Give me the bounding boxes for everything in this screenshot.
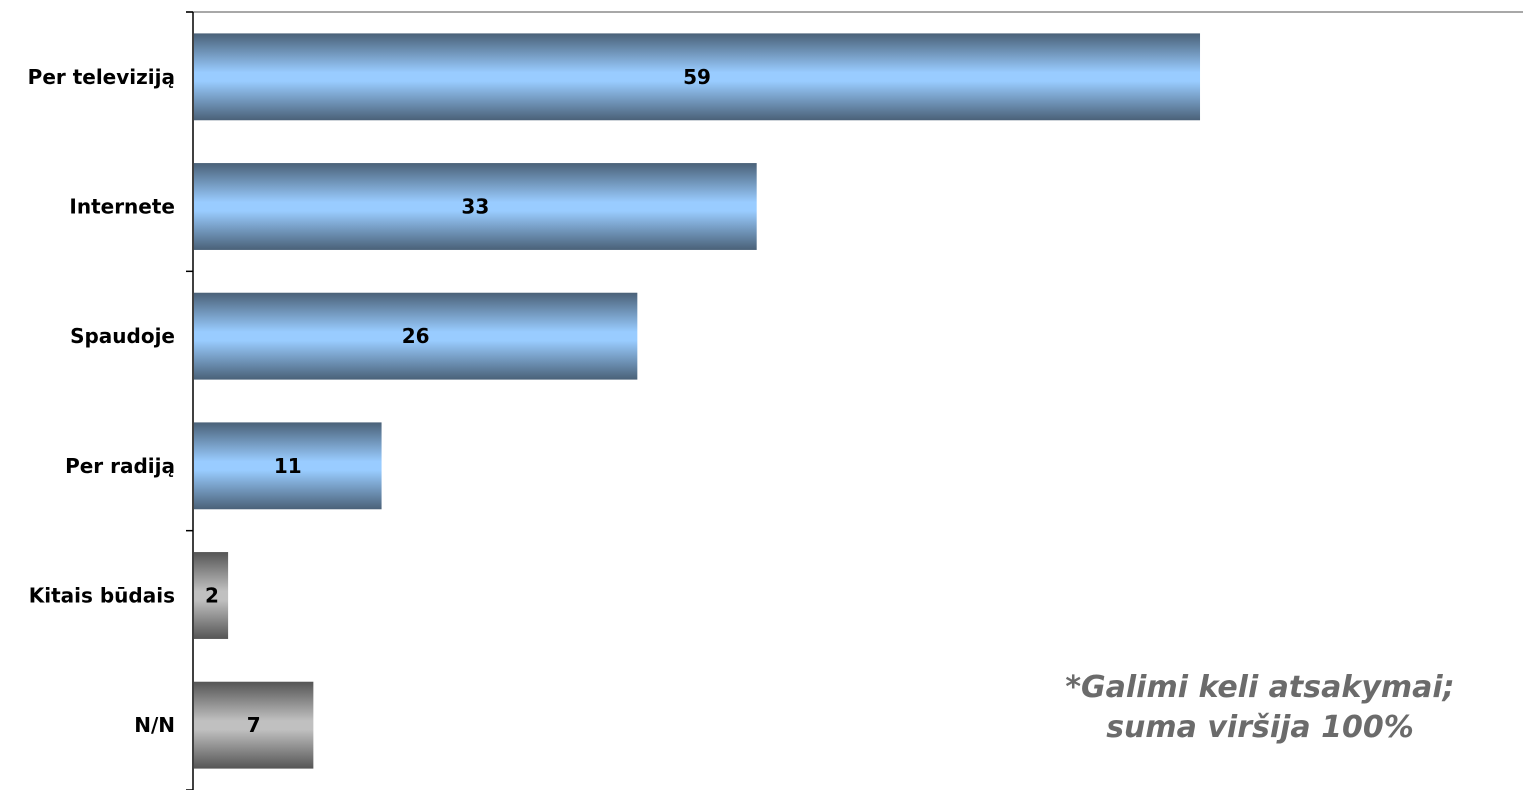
bar-value-label: 26 [402, 324, 430, 348]
category-label: Per televiziją [28, 65, 175, 89]
category-label: Per radiją [65, 454, 175, 478]
bar-value-label: 33 [461, 195, 489, 219]
bar-value-label: 2 [205, 584, 219, 608]
bar [194, 552, 229, 639]
note-text: *Galimi keli atsakymai; suma viršija 100… [1030, 668, 1490, 748]
category-label: Internete [69, 195, 175, 219]
bar [194, 681, 314, 769]
bar-value-label: 7 [247, 713, 261, 737]
bars-group [194, 33, 1201, 769]
category-label: N/N [134, 713, 175, 737]
axis-ticks [186, 11, 193, 790]
bar [194, 163, 757, 250]
note-line-2: suma viršija 100% [1106, 710, 1414, 745]
category-labels-group: Per televiziją Internete Spaudoje Per radij… [28, 65, 175, 737]
bar-value-label: 11 [274, 454, 302, 478]
category-label: Spaudoje [70, 324, 175, 348]
note-line-1: *Galimi keli atsakymai; [1065, 670, 1455, 705]
category-label: Kitais būdais [29, 584, 175, 608]
bar [194, 292, 638, 380]
bar [194, 422, 382, 510]
bar-value-label: 59 [683, 65, 711, 89]
bar [194, 33, 1201, 121]
value-labels-group: 59 33 26 11 2 7 [205, 65, 711, 737]
